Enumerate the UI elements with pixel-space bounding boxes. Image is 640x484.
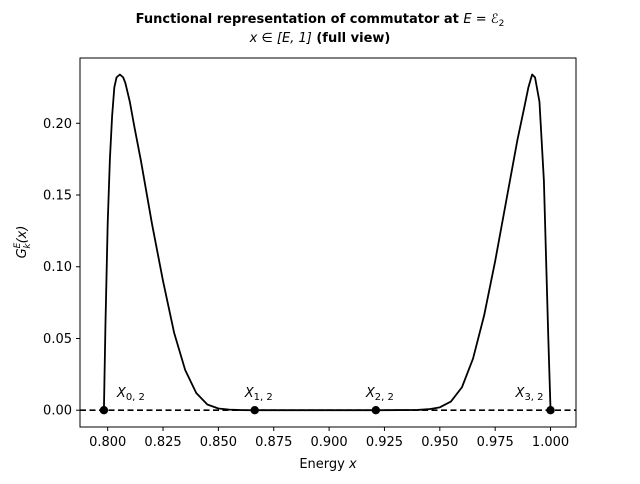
y-tick-label: 0.00 (43, 404, 72, 419)
y-tick-label: 0.10 (43, 260, 72, 275)
marked-point-1 (250, 406, 259, 415)
x-tick-label: 0.925 (366, 435, 403, 450)
marked-point-label-2: X2, 2 (365, 386, 394, 403)
chart-title-line2: x ∈ [E, 1] (full view) (249, 31, 391, 46)
series-line-0 (103, 73, 552, 412)
marked-point-0 (99, 406, 109, 415)
marked-point-2 (371, 406, 381, 415)
x-axis-ticks: 0.800 0.825 0.850 0.875 0.900 0.925 0.950 0.975… (89, 427, 569, 450)
marked-point-3 (546, 406, 555, 415)
x-axis-label: Energy x (299, 457, 357, 472)
marked-point-label-1: X1, 2 (244, 386, 273, 403)
plot-area: X0, 2 X1, 2 X2, 2 X3, 2 (80, 73, 576, 415)
x-tick-label: 0.825 (144, 435, 181, 450)
y-axis-ticks: 0.00 0.05 0.10 0.15 0.20 (43, 117, 80, 419)
y-tick-label: 0.05 (43, 332, 72, 347)
axes-frame (79, 57, 577, 428)
x-tick-label: 0.900 (310, 435, 347, 450)
x-tick-label: 0.975 (477, 435, 514, 450)
x-tick-label: 0.850 (200, 435, 237, 450)
x-tick-label: 0.950 (421, 435, 458, 450)
marked-point-label-0: X0, 2 (116, 386, 145, 403)
y-tick-label: 0.20 (43, 117, 72, 132)
marked-point-label-3: X3, 2 (515, 386, 544, 403)
y-tick-label: 0.15 (43, 189, 72, 204)
x-tick-label: 0.800 (89, 435, 126, 450)
y-axis-label: GEk(x) (13, 226, 33, 259)
x-tick-label: 0.875 (255, 435, 292, 450)
x-tick-label: 1.000 (532, 435, 569, 450)
chart-title-line1: Functional representation of commutator … (136, 12, 505, 29)
